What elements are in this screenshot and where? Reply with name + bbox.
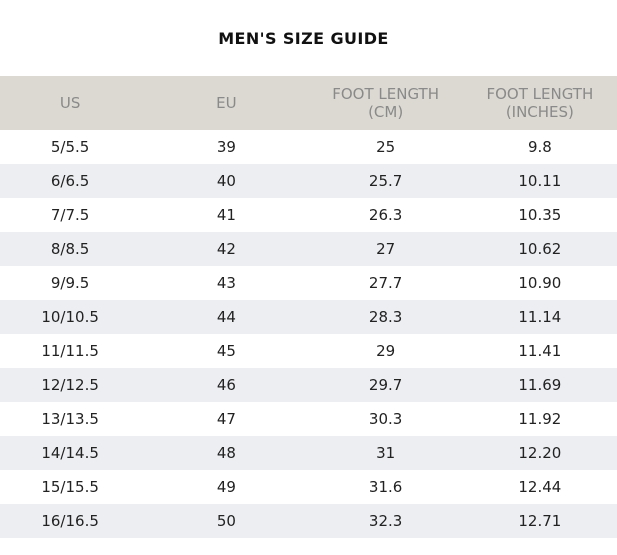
cell-foot-length-inches: 12.44 bbox=[518, 478, 562, 496]
column-header-foot-length-cm: FOOT LENGTH (CM) bbox=[309, 76, 463, 130]
table-row: 14/14.5 48 31 12.20 bbox=[0, 436, 617, 470]
cell-us-size: 16/16.5 bbox=[41, 512, 99, 530]
table-header: US EU FOOT LENGTH (CM) FOOT LENGTH (INCH… bbox=[0, 76, 617, 130]
cell-eu-size: 43 bbox=[216, 274, 236, 292]
cell-us-size: 14/14.5 bbox=[41, 444, 99, 462]
column-header-unit: (INCHES) bbox=[505, 103, 574, 121]
cell-us-size: 12/12.5 bbox=[41, 376, 99, 394]
cell-foot-length-cm: 25 bbox=[376, 138, 396, 156]
table-body: 5/5.5 39 25 9.8 6/6.5 40 25.7 10.11 7/7.5 41 26.3 1… bbox=[0, 130, 617, 538]
cell-eu-size: 42 bbox=[216, 240, 236, 258]
cell-eu-size: 41 bbox=[216, 206, 236, 224]
cell-foot-length-inches: 11.14 bbox=[518, 308, 562, 326]
column-header-us: US bbox=[0, 76, 154, 130]
table-row: 8/8.5 42 27 10.62 bbox=[0, 232, 617, 266]
column-header-eu: EU bbox=[154, 76, 308, 130]
cell-foot-length-cm: 27 bbox=[376, 240, 396, 258]
cell-foot-length-inches: 10.35 bbox=[518, 206, 562, 224]
cell-foot-length-cm: 29.7 bbox=[368, 376, 403, 394]
table-row: 12/12.5 46 29.7 11.69 bbox=[0, 368, 617, 402]
table-row: 7/7.5 41 26.3 10.35 bbox=[0, 198, 617, 232]
cell-eu-size: 46 bbox=[216, 376, 236, 394]
cell-foot-length-cm: 26.3 bbox=[368, 206, 403, 224]
cell-us-size: 13/13.5 bbox=[41, 410, 99, 428]
cell-foot-length-inches: 12.20 bbox=[518, 444, 562, 462]
cell-foot-length-inches: 10.62 bbox=[518, 240, 562, 258]
header-row: US EU FOOT LENGTH (CM) FOOT LENGTH (INCH… bbox=[0, 76, 617, 130]
cell-foot-length-cm: 29 bbox=[376, 342, 396, 360]
table-row: 15/15.5 49 31.6 12.44 bbox=[0, 470, 617, 504]
column-header-label: FOOT LENGTH bbox=[332, 85, 439, 103]
cell-eu-size: 50 bbox=[216, 512, 236, 530]
table-row: 5/5.5 39 25 9.8 bbox=[0, 130, 617, 164]
cell-us-size: 15/15.5 bbox=[41, 478, 99, 496]
cell-eu-size: 47 bbox=[216, 410, 236, 428]
cell-foot-length-cm: 31.6 bbox=[368, 478, 403, 496]
table-row: 13/13.5 47 30.3 11.92 bbox=[0, 402, 617, 436]
cell-foot-length-inches: 11.92 bbox=[518, 410, 562, 428]
page-title: MEN'S SIZE GUIDE bbox=[218, 28, 389, 48]
cell-foot-length-inches: 9.8 bbox=[527, 138, 552, 156]
cell-foot-length-inches: 10.90 bbox=[518, 274, 562, 292]
cell-eu-size: 40 bbox=[216, 172, 236, 190]
cell-foot-length-cm: 31 bbox=[376, 444, 396, 462]
cell-us-size: 6/6.5 bbox=[50, 172, 90, 190]
cell-us-size: 10/10.5 bbox=[41, 308, 99, 326]
cell-eu-size: 45 bbox=[216, 342, 236, 360]
column-header-foot-length-inches: FOOT LENGTH (INCHES) bbox=[463, 76, 617, 130]
cell-us-size: 5/5.5 bbox=[50, 138, 90, 156]
column-header-label: US bbox=[59, 94, 81, 112]
cell-us-size: 9/9.5 bbox=[50, 274, 90, 292]
table-row: 9/9.5 43 27.7 10.90 bbox=[0, 266, 617, 300]
table-row: 16/16.5 50 32.3 12.71 bbox=[0, 504, 617, 538]
cell-foot-length-cm: 30.3 bbox=[368, 410, 403, 428]
table-row: 6/6.5 40 25.7 10.11 bbox=[0, 164, 617, 198]
table-row: 11/11.5 45 29 11.41 bbox=[0, 334, 617, 368]
column-header-label: EU bbox=[216, 94, 237, 112]
size-guide-table: US EU FOOT LENGTH (CM) FOOT LENGTH (INCH… bbox=[0, 76, 617, 538]
cell-eu-size: 44 bbox=[216, 308, 236, 326]
cell-foot-length-inches: 12.71 bbox=[518, 512, 562, 530]
cell-foot-length-inches: 11.69 bbox=[518, 376, 562, 394]
cell-foot-length-cm: 28.3 bbox=[368, 308, 403, 326]
cell-foot-length-cm: 32.3 bbox=[368, 512, 403, 530]
column-header-unit: (CM) bbox=[368, 103, 404, 121]
cell-us-size: 11/11.5 bbox=[41, 342, 99, 360]
cell-eu-size: 49 bbox=[216, 478, 236, 496]
cell-foot-length-cm: 25.7 bbox=[368, 172, 403, 190]
cell-foot-length-inches: 11.41 bbox=[518, 342, 562, 360]
cell-us-size: 8/8.5 bbox=[50, 240, 90, 258]
cell-us-size: 7/7.5 bbox=[50, 206, 90, 224]
table-row: 10/10.5 44 28.3 11.14 bbox=[0, 300, 617, 334]
cell-eu-size: 39 bbox=[216, 138, 236, 156]
cell-foot-length-inches: 10.11 bbox=[518, 172, 562, 190]
cell-eu-size: 48 bbox=[216, 444, 236, 462]
column-header-label: FOOT LENGTH bbox=[486, 85, 594, 103]
cell-foot-length-cm: 27.7 bbox=[368, 274, 403, 292]
